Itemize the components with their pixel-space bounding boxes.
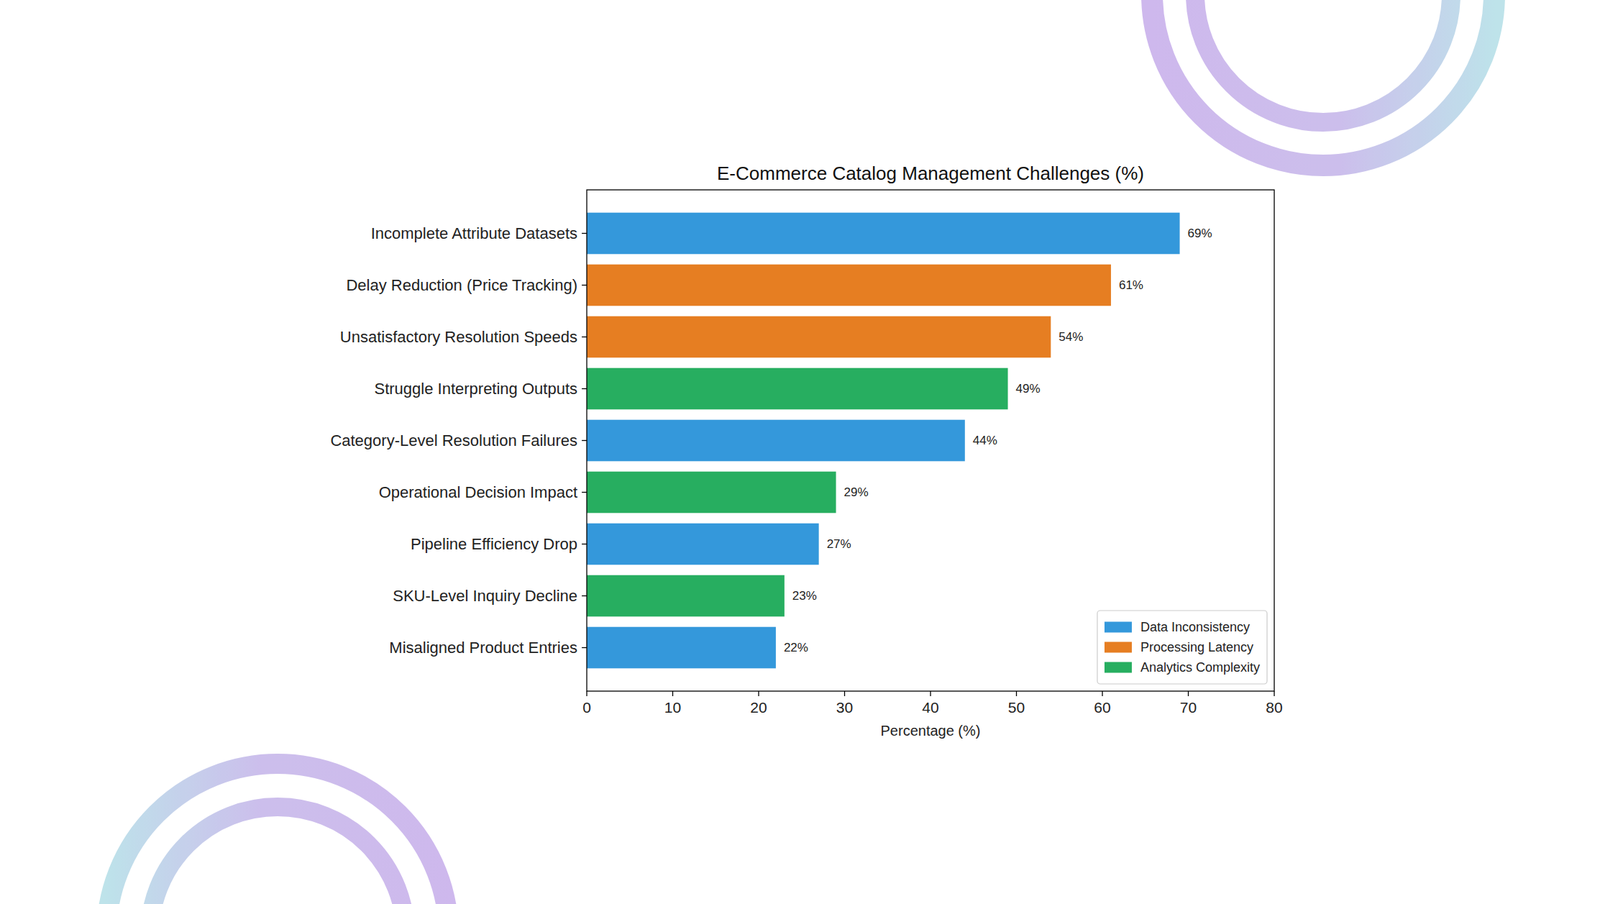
bars — [586, 212, 1181, 669]
y-tick — [581, 284, 587, 286]
x-tick-label: 20 — [750, 698, 767, 716]
y-tick — [581, 440, 587, 441]
data-label: 23% — [792, 588, 817, 603]
data-label: 61% — [1118, 278, 1144, 292]
x-tick-label: 0 — [582, 698, 592, 716]
x-tick — [929, 691, 931, 697]
bar — [586, 419, 966, 462]
legend-label: Analytics Complexity — [1140, 660, 1260, 675]
y-tick-label: Struggle Interpreting Outputs — [374, 379, 579, 398]
decoration — [106, 0, 1495, 904]
chart: 69% 44% 27% 22% 61% 54% 49% 29% 23% 0 10 20 30 40 50 60… — [0, 0, 1600, 904]
decor-ring — [1195, 0, 1452, 123]
x-tick — [1016, 691, 1017, 697]
legend-label: Processing Latency — [1140, 640, 1254, 655]
y-axis: Incomplete Attribute Datasets Delay Reduc… — [330, 224, 587, 657]
data-label: 69% — [1187, 226, 1213, 241]
legend-swatch — [1104, 662, 1132, 674]
data-labels: 69% 44% 27% 22% 61% 54% 49% 29% 23% — [783, 226, 1213, 655]
x-tick-label: 80 — [1265, 698, 1283, 716]
decor-ring — [1152, 0, 1495, 166]
y-tick — [581, 491, 587, 493]
y-tick-label: Pipeline Efficiency Drop — [410, 535, 578, 553]
x-axis-title: Percentage (%) — [880, 722, 981, 739]
y-tick-label: SKU-Level Inquiry Decline — [392, 586, 578, 605]
x-tick — [672, 691, 674, 697]
legend: Data Inconsistency Processing Latency Anal… — [1097, 610, 1268, 684]
bar — [586, 264, 1112, 307]
x-tick — [1187, 691, 1189, 697]
decor-ring — [149, 806, 406, 904]
data-label: 29% — [844, 485, 869, 500]
legend-swatch — [1104, 622, 1132, 633]
legend-label: Data Inconsistency — [1140, 619, 1250, 635]
y-tick — [581, 336, 587, 338]
x-tick — [757, 691, 759, 697]
y-tick-label: Unsatisfactory Resolution Speeds — [340, 327, 578, 346]
bar — [586, 212, 1181, 255]
x-tick-label: 50 — [1008, 698, 1025, 716]
bar — [586, 627, 776, 669]
data-label: 54% — [1058, 330, 1083, 344]
plot-frame — [586, 189, 1275, 692]
bar — [586, 368, 1009, 410]
x-tick — [586, 691, 587, 697]
x-tick-label: 70 — [1180, 698, 1197, 716]
data-label: 22% — [783, 640, 809, 655]
data-label: 49% — [1016, 381, 1041, 396]
bar — [586, 316, 1051, 359]
x-tick-label: 40 — [921, 698, 939, 716]
bar — [586, 523, 820, 566]
y-tick — [581, 232, 587, 234]
x-tick-label: 60 — [1093, 698, 1111, 716]
y-tick-label: Misaligned Product Entries — [389, 638, 578, 657]
y-tick-label: Delay Reduction (Price Tracking) — [345, 276, 578, 295]
x-tick-label: 30 — [836, 698, 853, 716]
data-label: 27% — [826, 537, 852, 551]
data-label: 44% — [972, 433, 998, 448]
legend-box — [1097, 610, 1268, 684]
y-tick — [581, 647, 587, 648]
x-tick — [1273, 691, 1275, 697]
bar — [586, 471, 837, 514]
y-tick-label: Incomplete Attribute Datasets — [371, 224, 578, 243]
x-axis: 0 10 20 30 40 50 60 70 80 — [582, 691, 1283, 716]
y-tick — [581, 543, 587, 545]
y-tick-label: Operational Decision Impact — [378, 483, 578, 502]
y-tick — [581, 388, 587, 390]
x-tick-label: 10 — [664, 698, 681, 716]
bar — [586, 575, 785, 617]
y-tick-label: Category-Level Resolution Failures — [330, 431, 578, 450]
x-tick — [844, 691, 845, 697]
title: E-Commerce Catalog Management Challenges… — [716, 162, 1145, 185]
y-tick — [581, 595, 587, 597]
legend-swatch — [1104, 642, 1132, 653]
x-tick — [1101, 691, 1103, 697]
decor-ring — [106, 763, 449, 904]
